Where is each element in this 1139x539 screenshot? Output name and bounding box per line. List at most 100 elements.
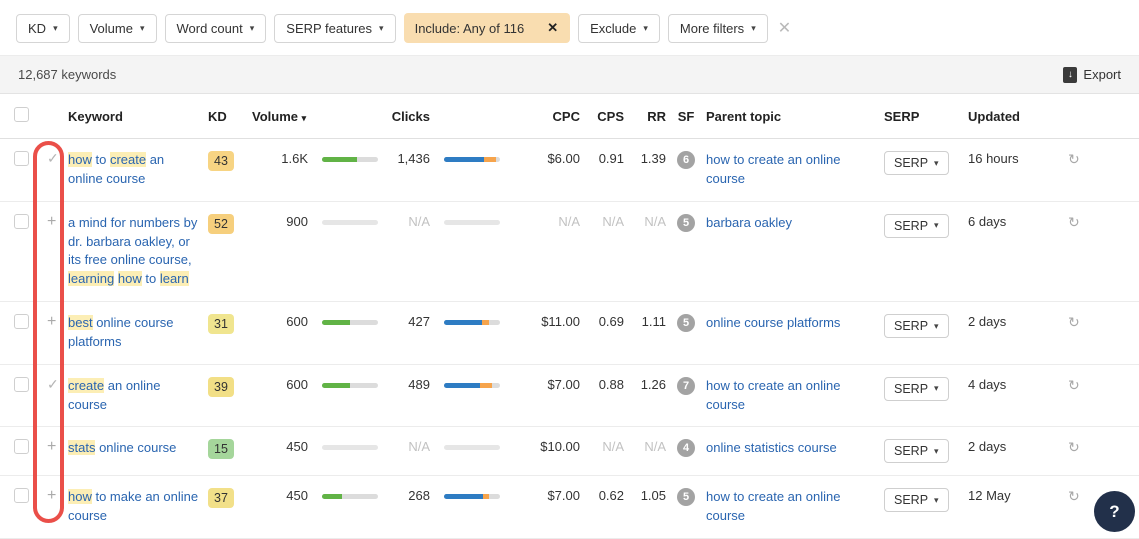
row-checkbox[interactable] bbox=[14, 213, 29, 229]
keyword-link[interactable]: how to create an online course bbox=[68, 152, 164, 186]
header-cps[interactable]: CPS bbox=[597, 108, 624, 124]
filter-more-filters-dropdown[interactable]: More filters ▾ bbox=[667, 13, 768, 43]
filter-word-count-label: Word count bbox=[176, 20, 243, 36]
refresh-icon[interactable]: ↻ bbox=[1068, 488, 1080, 505]
row-checkbox[interactable] bbox=[14, 314, 29, 330]
refresh-cell: ↻ bbox=[1068, 377, 1098, 394]
filter-exclude-dropdown[interactable]: Exclude ▾ bbox=[578, 13, 660, 43]
rr-value: 1.11 bbox=[641, 314, 666, 330]
clicks-bar-blue bbox=[444, 157, 485, 162]
keyword-cell: a mind for numbers by dr. barbara oakley… bbox=[68, 214, 208, 289]
kd-badge: 52 bbox=[208, 213, 234, 234]
parent-topic-link[interactable]: online course platforms bbox=[706, 315, 841, 331]
volume-bar bbox=[322, 494, 378, 500]
serp-dropdown-button[interactable]: SERP ▾ bbox=[884, 213, 949, 238]
keyword-link[interactable]: create an online course bbox=[68, 377, 161, 412]
add-keyword-icon[interactable]: + bbox=[47, 313, 57, 331]
keyword-link[interactable]: how to make an online course bbox=[68, 489, 198, 523]
add-keyword-icon[interactable]: + bbox=[47, 487, 57, 505]
filter-serp-features-dropdown[interactable]: SERP features ▾ bbox=[274, 13, 396, 43]
keyword-cell: stats online course bbox=[68, 439, 208, 458]
volume-bar-cell bbox=[308, 439, 378, 451]
row-add-cell: + bbox=[42, 488, 68, 504]
include-filter-chip[interactable]: Include: Any of 116 ✕ bbox=[403, 13, 571, 43]
header-volume[interactable]: Volume ▾ bbox=[252, 109, 308, 124]
header-parent-topic[interactable]: Parent topic bbox=[706, 108, 782, 124]
volume-bar-fill bbox=[322, 157, 357, 162]
refresh-icon[interactable]: ↻ bbox=[1068, 376, 1080, 393]
add-keyword-icon[interactable]: + bbox=[47, 212, 57, 230]
serp-cell: SERP ▾ bbox=[884, 151, 968, 175]
sf-badge: 6 bbox=[677, 151, 695, 169]
help-button[interactable]: ? bbox=[1094, 491, 1135, 532]
add-keyword-icon[interactable]: ✓ bbox=[47, 375, 59, 392]
row-checkbox-cell bbox=[14, 151, 42, 169]
header-updated[interactable]: Updated bbox=[968, 108, 1020, 124]
header-sf[interactable]: SF bbox=[677, 108, 695, 124]
header-clicks[interactable]: Clicks bbox=[391, 108, 430, 124]
header-volume-label: Volume bbox=[252, 108, 298, 124]
parent-topic-link[interactable]: how to create an online course bbox=[706, 152, 841, 186]
volume-value: 1.6K bbox=[281, 151, 308, 166]
serp-dropdown-button[interactable]: SERP ▾ bbox=[884, 376, 949, 401]
add-keyword-icon[interactable]: + bbox=[47, 438, 57, 456]
keyword-link[interactable]: stats online course bbox=[68, 440, 176, 456]
table-row: + stats online course 15 450 N/A $10.00 … bbox=[0, 427, 1139, 477]
sf-badge: 7 bbox=[677, 376, 695, 395]
select-all-checkbox[interactable] bbox=[14, 107, 29, 122]
row-checkbox[interactable] bbox=[14, 439, 29, 455]
keyword-link[interactable]: best online course platforms bbox=[68, 315, 174, 349]
row-checkbox[interactable] bbox=[14, 488, 29, 504]
header-cpc[interactable]: CPC bbox=[552, 108, 580, 124]
header-kd[interactable]: KD bbox=[208, 108, 227, 124]
keyword-text: to make an online course bbox=[68, 489, 199, 524]
refresh-icon[interactable]: ↻ bbox=[1068, 439, 1080, 456]
cps-value: 0.91 bbox=[598, 151, 624, 166]
chevron-down-icon: ▾ bbox=[249, 22, 255, 33]
header-rr[interactable]: RR bbox=[647, 108, 666, 124]
filter-word-count-dropdown[interactable]: Word count ▾ bbox=[164, 13, 267, 43]
cps-value: N/A bbox=[602, 439, 624, 455]
filter-volume-dropdown[interactable]: Volume ▾ bbox=[77, 13, 157, 43]
serp-cell: SERP ▾ bbox=[884, 439, 968, 464]
row-checkbox[interactable] bbox=[14, 151, 29, 166]
serp-cell: SERP ▾ bbox=[884, 314, 968, 339]
updated-value: 4 days bbox=[968, 376, 1007, 392]
cps-value: N/A bbox=[602, 213, 624, 229]
row-checkbox-cell bbox=[14, 213, 42, 232]
filter-kd-dropdown[interactable]: KD ▾ bbox=[16, 13, 70, 43]
serp-dropdown-button[interactable]: SERP ▾ bbox=[884, 488, 949, 513]
keyword-highlight: learn bbox=[159, 271, 189, 287]
parent-topic-link[interactable]: online statistics course bbox=[706, 440, 837, 456]
refresh-icon[interactable]: ↻ bbox=[1068, 151, 1080, 167]
help-button-label: ? bbox=[1109, 501, 1120, 521]
clicks-bar-orange bbox=[479, 382, 493, 388]
refresh-icon[interactable]: ↻ bbox=[1068, 213, 1080, 230]
row-checkbox[interactable] bbox=[14, 376, 29, 392]
clicks-bar-orange bbox=[482, 320, 489, 326]
keyword-link[interactable]: a mind for numbers by dr. barbara oakley… bbox=[68, 215, 197, 287]
serp-button-label: SERP bbox=[894, 218, 929, 233]
refresh-icon[interactable]: ↻ bbox=[1068, 314, 1080, 331]
parent-topic-link[interactable]: how to create an online course bbox=[706, 377, 841, 412]
parent-topic-link[interactable]: how to create an online course bbox=[706, 489, 841, 524]
serp-cell: SERP ▾ bbox=[884, 376, 968, 401]
keyword-cell: how to create an online course bbox=[68, 151, 208, 189]
serp-dropdown-button[interactable]: SERP ▾ bbox=[884, 151, 949, 175]
clear-all-filters-icon[interactable]: ✕ bbox=[777, 20, 792, 37]
parent-topic-link[interactable]: barbara oakley bbox=[706, 214, 792, 230]
remove-include-filter-icon[interactable]: ✕ bbox=[547, 20, 559, 35]
add-keyword-icon[interactable]: ✓ bbox=[47, 150, 59, 166]
export-button[interactable]: ↓ Export bbox=[1063, 66, 1121, 83]
clicks-bar-orange bbox=[483, 494, 489, 500]
cpc-value: $11.00 bbox=[541, 314, 580, 330]
cps-value: 0.62 bbox=[598, 488, 624, 504]
sf-cell: 7 bbox=[666, 376, 706, 395]
header-keyword[interactable]: Keyword bbox=[68, 108, 123, 124]
serp-button-label: SERP bbox=[894, 493, 929, 508]
rr-value: N/A bbox=[644, 439, 666, 455]
table-row: + a mind for numbers by dr. barbara oakl… bbox=[0, 202, 1139, 303]
serp-dropdown-button[interactable]: SERP ▾ bbox=[884, 439, 949, 464]
serp-dropdown-button[interactable]: SERP ▾ bbox=[884, 314, 949, 339]
clicks-bar-cell bbox=[430, 214, 508, 225]
